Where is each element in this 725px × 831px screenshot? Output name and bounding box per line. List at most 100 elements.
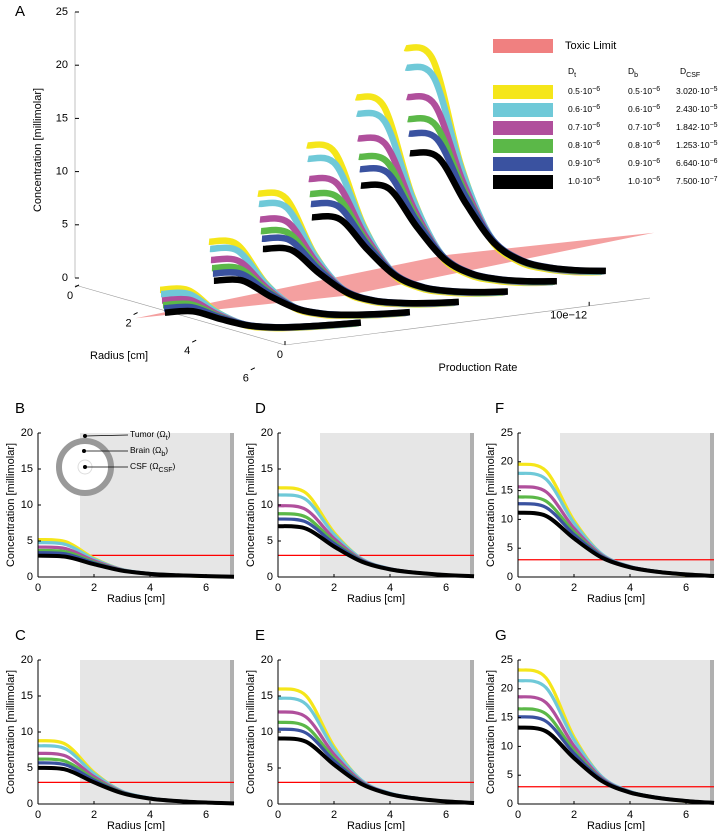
x-axis-label: Radius [cm] — [107, 820, 165, 831]
legend-swatch — [493, 39, 553, 53]
concentration-ribbon — [262, 244, 460, 307]
legend-cell: 0.8·10−6 — [568, 140, 600, 150]
x-tick — [74, 284, 80, 288]
legend-swatch — [493, 157, 553, 171]
concentration-line — [517, 510, 715, 579]
x-tick-label: 4 — [627, 582, 633, 594]
inset-label: Tumor (Ωt) — [130, 429, 171, 442]
legend-cell: 0.7·10−6 — [568, 122, 600, 132]
panel-letter: D — [255, 400, 266, 417]
y-axis-label: Concentration [millimolar] — [5, 443, 17, 567]
x-tick-label: 2 — [571, 582, 577, 594]
y-tick-label: 0 — [27, 798, 33, 810]
y-tick-label: 10 — [261, 726, 273, 738]
x-tick — [133, 312, 138, 316]
legend-cell-part: 1.0·10 — [628, 176, 652, 186]
legend-cell-part: 0.6·10 — [568, 104, 592, 114]
concentration-line — [37, 553, 235, 579]
y-tick-label: 15 — [261, 463, 273, 475]
x-tick-label: 0 — [515, 582, 521, 594]
legend-cell-part: 1.842·10 — [676, 122, 710, 132]
brain-region — [560, 433, 714, 577]
concentration-ribbon — [213, 276, 411, 319]
concentration-line — [517, 725, 715, 805]
y-tick-label: 5 — [27, 762, 33, 774]
y-tick-label: 10 — [261, 499, 273, 511]
y-axis-label: Concentration [millimolar] — [485, 670, 497, 794]
x-tick-label: 6 — [243, 373, 249, 385]
z-tick-label: 10e−12 — [550, 310, 587, 322]
y-tick-label: 25 — [501, 427, 513, 439]
legend-cell-part: 0.8·10 — [568, 140, 592, 150]
legend-cell: 1.253·10−5 — [676, 140, 718, 150]
legend-header-part: D — [628, 66, 634, 76]
legend-cell-part: 3.020·10 — [676, 86, 710, 96]
legend-cell: 1.0·10−6 — [628, 176, 660, 186]
y-axis-label: Concentration [millimolar] — [5, 670, 17, 794]
legend-cell-part: −6 — [592, 104, 600, 111]
y-tick-label: 15 — [501, 712, 513, 724]
x-tick-label: 0 — [515, 809, 521, 821]
y-tick-label: 15 — [261, 690, 273, 702]
y-axis-label: Concentration [millimolar] — [245, 443, 257, 567]
concentration-line — [277, 524, 475, 579]
y-tick-label: 0 — [27, 571, 33, 583]
x-tick-label: 4 — [147, 809, 153, 821]
legend-cell: 0.6·10−6 — [568, 104, 600, 114]
legend-cell-part: −5 — [710, 104, 718, 111]
y-tick-label: 25 — [56, 6, 68, 18]
inset-label-part: CSF — [159, 467, 173, 474]
inset-label-part: ) — [165, 445, 168, 455]
inset-label-part: Brain (Ω — [130, 445, 161, 455]
inset-label-part: t — [166, 435, 168, 442]
concentration-ribbon — [360, 181, 557, 285]
x-tick-label: 2 — [571, 809, 577, 821]
legend-cell-part: −5 — [710, 122, 718, 129]
legend-cell-part: −7 — [710, 176, 718, 183]
legend-cell-part: −6 — [652, 176, 660, 183]
legend-cell-part: −6 — [592, 86, 600, 93]
y-tick-label: 5 — [62, 219, 68, 231]
legend-cell-part: 0.8·10 — [628, 140, 652, 150]
panel-letter: F — [495, 400, 504, 417]
legend-cell: 1.0·10−6 — [568, 176, 600, 186]
y-tick-label: 0 — [267, 571, 273, 583]
legend-header: DCSF — [680, 66, 700, 79]
y-tick-label: 20 — [21, 654, 33, 666]
y-axis-label: Concentration [millimolar] — [485, 443, 497, 567]
concentration-ribbon — [409, 149, 606, 275]
legend-cell-part: 0.7·10 — [628, 122, 652, 132]
legend-cell-part: −6 — [592, 122, 600, 129]
legend-cell: 7.500·10−7 — [676, 176, 718, 186]
panel-letter: G — [495, 627, 507, 644]
legend-cell: 0.7·10−6 — [628, 122, 660, 132]
legend-cell-part: 0.7·10 — [568, 122, 592, 132]
x-tick-label: 2 — [331, 809, 337, 821]
legend-cell: 1.842·10−5 — [676, 122, 718, 132]
y-tick-label: 5 — [27, 535, 33, 547]
y-tick-label: 15 — [501, 485, 513, 497]
legend-header-part: D — [680, 66, 686, 76]
z-tick-label: 0 — [277, 349, 283, 361]
legend-cell-part: −6 — [592, 140, 600, 147]
y-tick-label: 5 — [507, 542, 513, 554]
y-tick-label: 5 — [507, 769, 513, 781]
y-tick-label: 0 — [507, 571, 513, 583]
x-tick-label: 0 — [67, 290, 73, 302]
legend-cell-part: 2.430·10 — [676, 104, 710, 114]
x-tick-label: 4 — [147, 582, 153, 594]
legend-cell-part: −6 — [652, 122, 660, 129]
y-axis-label: Concentration [millimolar] — [245, 670, 257, 794]
x-tick-label: 6 — [443, 582, 449, 594]
inset-label-part: ) — [168, 429, 171, 439]
legend-label: Toxic Limit — [565, 40, 616, 52]
inset-leader — [84, 434, 129, 437]
legend-cell-part: −6 — [652, 86, 660, 93]
y-tick-label: 5 — [267, 762, 273, 774]
x-axis-label: Radius [cm] — [347, 820, 405, 831]
x-tick-label: 0 — [275, 809, 281, 821]
y-tick-label: 20 — [21, 427, 33, 439]
legend-cell-part: 0.6·10 — [628, 104, 652, 114]
x-tick — [191, 339, 197, 343]
